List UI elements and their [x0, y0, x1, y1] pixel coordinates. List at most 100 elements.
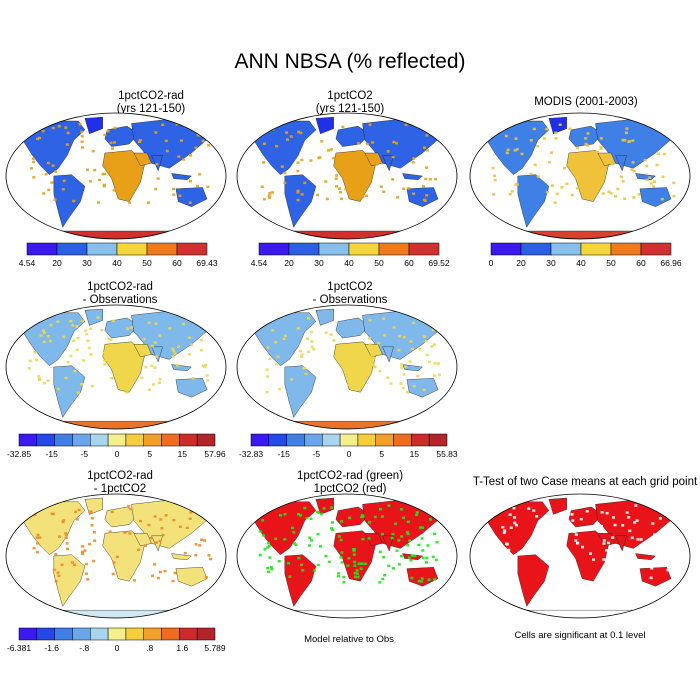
land-indonesia [171, 173, 192, 181]
grid-cell [340, 351, 344, 354]
grid-cell [200, 538, 204, 541]
grid-cell [144, 365, 148, 369]
grid-cell [69, 354, 73, 358]
land-australia [406, 187, 439, 207]
grid-cell [330, 506, 334, 509]
grid-cell [493, 178, 497, 182]
grid-cell [650, 567, 654, 570]
colorbar-swatch [72, 433, 91, 447]
grid-cell [640, 549, 644, 552]
grid-cell [259, 504, 263, 508]
grid-cell [368, 343, 372, 346]
grid-cell [290, 526, 294, 530]
land-europe [335, 317, 370, 339]
grid-cell [382, 190, 386, 193]
colorbar-1: 4.54 20 30 40 50 60 69.43 [19, 242, 218, 268]
grid-cell [207, 554, 211, 557]
grid-cell [38, 136, 41, 140]
grid-cell [347, 383, 351, 387]
colorbar-swatch [143, 433, 162, 447]
grid-cell [627, 516, 631, 519]
grid-cell [507, 548, 511, 552]
grid-cell [340, 551, 344, 554]
grid-cell [624, 131, 628, 135]
grid-cell [158, 334, 162, 337]
land-australia [175, 187, 208, 207]
grid-cell [103, 172, 107, 176]
grid-cell [340, 345, 344, 349]
grid-cell [666, 568, 670, 572]
grid-cell [315, 510, 319, 514]
grid-cell [652, 125, 656, 129]
grid-cell [407, 556, 411, 559]
grid-cell [123, 176, 127, 179]
land-greenland [84, 116, 103, 135]
grid-cell [275, 363, 278, 366]
grid-cell [352, 553, 356, 556]
grid-cell [177, 155, 181, 158]
grid-cell [402, 335, 406, 339]
grid-cell [355, 569, 359, 572]
grid-cell [161, 533, 165, 537]
grid-cell [269, 565, 273, 569]
grid-cell [305, 337, 309, 340]
grid-cell [399, 555, 403, 558]
grid-cell [616, 570, 620, 573]
grid-cell [64, 533, 68, 537]
colorbar-swatch [318, 242, 350, 256]
grid-cell [267, 570, 270, 574]
grid-cell [140, 376, 144, 380]
land-arabia [597, 533, 616, 547]
grid-cell [307, 317, 310, 320]
grid-cell [425, 556, 429, 559]
colorbar-label: 50 [142, 258, 152, 268]
grid-cell [188, 353, 192, 356]
grid-cell [493, 174, 497, 177]
grid-cell [588, 157, 592, 161]
grid-cell [85, 332, 89, 336]
map-border [236, 112, 458, 240]
grid-cell [66, 131, 70, 135]
land-namerica [486, 501, 550, 555]
grid-cell [172, 518, 176, 522]
grid-cell [72, 339, 76, 342]
grid-cell [408, 360, 412, 363]
grid-cell [32, 160, 36, 164]
grid-cell [54, 579, 58, 583]
grid-cell [394, 141, 398, 145]
grid-cell [158, 381, 162, 384]
grid-cell [659, 539, 663, 542]
grid-cell [107, 337, 111, 340]
grid-cell [64, 532, 68, 535]
grid-cell [416, 374, 420, 378]
colorbar-swatch [411, 433, 430, 447]
grid-cell [402, 373, 406, 376]
grid-cell [173, 352, 177, 355]
grid-cell [51, 126, 55, 130]
colorbar-swatch [348, 242, 380, 256]
colorbar-swatch [520, 242, 552, 256]
grid-cell [194, 553, 198, 557]
grid-cell [330, 527, 333, 530]
land-arabia [364, 152, 383, 167]
grid-cell [198, 544, 202, 547]
grid-cell [147, 321, 151, 324]
map-panel-4 [5, 304, 227, 430]
colorbar-label: 55.83 [436, 449, 458, 459]
grid-cell [360, 383, 364, 387]
grid-cell [154, 322, 158, 326]
colorbar-swatch [179, 627, 198, 641]
grid-cell [330, 521, 334, 524]
grid-cell [630, 573, 634, 576]
grid-cell [81, 359, 85, 362]
grid-cell [86, 168, 89, 171]
grid-cell [153, 341, 157, 344]
grid-cell [397, 348, 401, 352]
grid-cell [54, 170, 58, 173]
grid-cell [632, 196, 636, 199]
grid-cell [304, 372, 308, 376]
colorbar-swatch [304, 433, 323, 447]
land-india [615, 155, 627, 172]
map-panel-7 [5, 493, 227, 619]
grid-cell [415, 511, 419, 514]
